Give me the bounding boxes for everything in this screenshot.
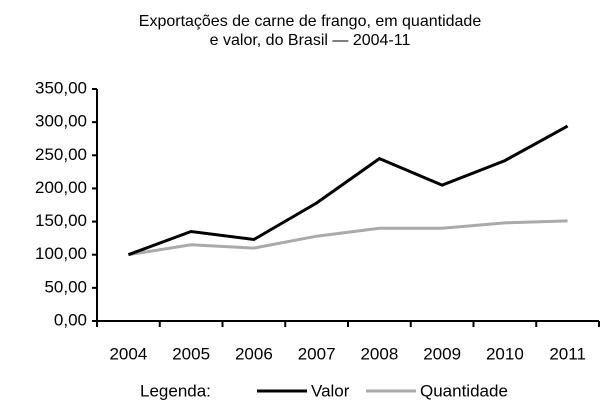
legend-label: Legenda: (140, 381, 211, 400)
y-tick-label: 100,00 (35, 244, 87, 263)
y-tick-label: 350,00 (35, 78, 87, 97)
y-tick-label: 200,00 (35, 178, 87, 197)
y-tick-label: 150,00 (35, 211, 87, 230)
x-tick-label: 2010 (486, 344, 524, 363)
series-line (128, 219, 568, 257)
y-tick-label: 300,00 (35, 112, 87, 131)
x-tick-label: 2007 (298, 344, 336, 363)
chart-title: Exportações de carne de frango, em quant… (139, 13, 482, 30)
x-tick-label: 2006 (235, 344, 273, 363)
x-tick-label: 2008 (360, 344, 398, 363)
x-tick-label: 2009 (423, 344, 461, 363)
x-tick-label: 2005 (172, 344, 210, 363)
legend-entry: Valor (311, 381, 350, 400)
x-tick-label: 2011 (549, 344, 586, 363)
y-tick-label: 250,00 (35, 145, 87, 164)
x-tick-label: 2004 (109, 344, 147, 363)
chart-title: e valor, do Brasil — 2004-11 (210, 32, 411, 49)
legend-entry: Quantidade (420, 381, 508, 400)
y-tick-label: 0,00 (54, 310, 87, 329)
y-tick-label: 50,00 (44, 277, 87, 296)
series-line (127, 124, 569, 257)
